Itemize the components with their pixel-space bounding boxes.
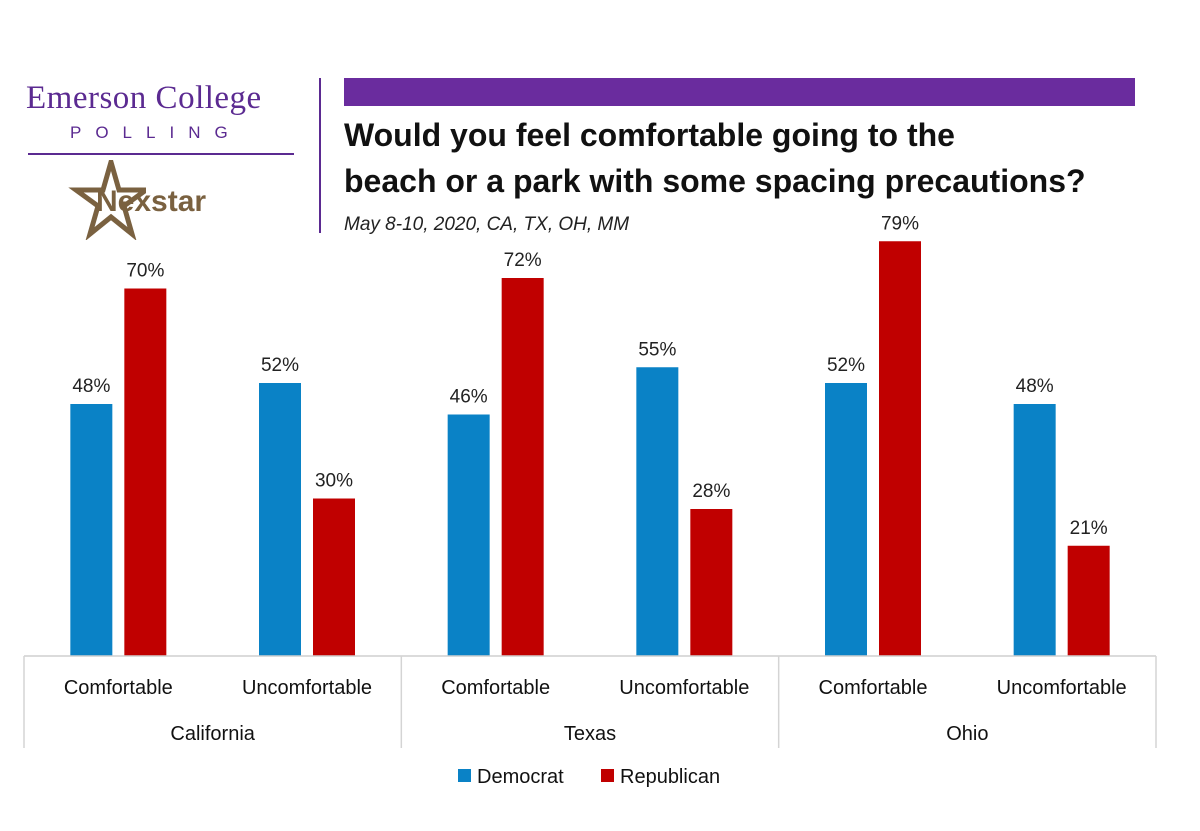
bar-democrat <box>825 383 867 656</box>
group-label: Ohio <box>946 723 988 745</box>
bar-democrat <box>70 404 113 656</box>
title-accent-bar <box>344 78 1135 106</box>
chart-title-line-1: Would you feel comfortable going to the <box>344 117 955 153</box>
data-label: 28% <box>692 481 730 502</box>
bar-democrat <box>447 414 490 656</box>
category-label: Uncomfortable <box>242 677 372 699</box>
bar-republican <box>879 241 921 656</box>
data-label: 55% <box>638 339 676 360</box>
bar-democrat <box>636 367 679 656</box>
partner-logo: Nexstar <box>66 160 266 240</box>
chart-title: Would you feel comfortable going to the … <box>344 112 1164 204</box>
category-label: Comfortable <box>64 677 173 699</box>
chart-subtitle: May 8-10, 2020, CA, TX, OH, MM <box>344 214 630 235</box>
bar-republican <box>124 288 167 656</box>
logo-wordmark: Emerson College <box>26 80 262 116</box>
group-label: California <box>170 723 255 745</box>
partner-logo-text: Nexstar <box>96 185 207 218</box>
category-label: Comfortable <box>441 677 550 699</box>
legend-swatch-republican <box>601 769 614 782</box>
data-label: 48% <box>1016 376 1054 397</box>
data-label: 52% <box>261 355 299 376</box>
category-label: Uncomfortable <box>997 677 1127 699</box>
bar-republican <box>501 278 544 656</box>
bar-republican <box>1067 545 1110 656</box>
logo-subtitle: POLLING <box>70 123 242 142</box>
header-divider <box>319 78 321 233</box>
data-label: 46% <box>450 387 488 408</box>
group-label: Texas <box>564 723 616 745</box>
data-label: 52% <box>827 355 865 376</box>
bar-republican <box>690 509 733 656</box>
data-label: 72% <box>504 250 542 271</box>
bar-republican <box>313 498 355 656</box>
category-label: Uncomfortable <box>619 677 749 699</box>
chart-title-line-2: beach or a park with some spacing precau… <box>344 163 1086 199</box>
data-label: 30% <box>315 471 353 492</box>
bar-democrat <box>259 383 301 656</box>
legend-label-republican: Republican <box>620 766 720 788</box>
logo-rule <box>28 153 294 155</box>
legend-label-democrat: Democrat <box>477 766 564 788</box>
data-label: 70% <box>126 261 164 282</box>
bar-democrat <box>1013 404 1056 656</box>
legend-swatch-democrat <box>458 769 471 782</box>
category-label: Comfortable <box>819 677 928 699</box>
data-label: 79% <box>881 213 919 234</box>
data-label: 21% <box>1070 518 1108 539</box>
data-label: 48% <box>72 376 110 397</box>
star-icon <box>68 160 146 240</box>
